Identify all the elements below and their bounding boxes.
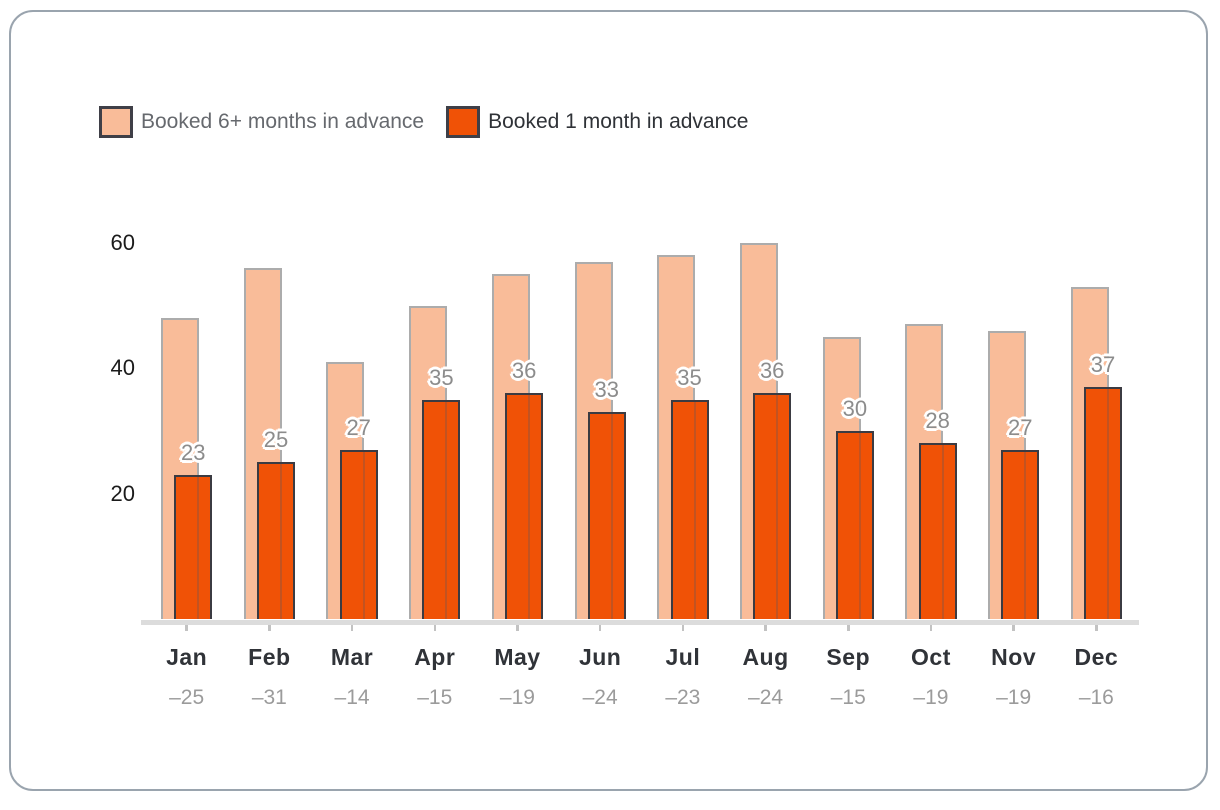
category-label-jul: Jul: [665, 644, 701, 670]
x-axis-tick: [847, 625, 850, 631]
category-sublabel-aug: –24: [748, 686, 784, 709]
category-label-sep: Sep: [826, 644, 871, 670]
category-label-oct: Oct: [911, 644, 951, 670]
bar-overlap-edge: [776, 395, 779, 619]
bar-overlap-edge: [1107, 389, 1109, 619]
category-label-apr: Apr: [414, 644, 456, 670]
category-label-nov: Nov: [991, 644, 1037, 670]
bar-booked-1month-mar: [339, 449, 378, 619]
bar-overlap-edge: [941, 445, 944, 619]
bar-booked-1month-sep: [835, 430, 874, 619]
y-axis-tick-label: 60: [110, 229, 135, 255]
bar-overlap-edge: [528, 395, 531, 619]
x-axis-tick: [598, 625, 602, 631]
x-axis-tick: [681, 625, 685, 631]
x-axis-tick: [185, 625, 188, 631]
bar-booked-1month-nov: [1001, 449, 1040, 619]
legend-swatch-6plus-icon: [99, 106, 133, 138]
chart-card: Booked 6+ months in advance Booked 1 mon…: [9, 10, 1208, 791]
bar-value-label: 28: [925, 408, 950, 434]
bar-value-label: 35: [677, 364, 702, 390]
bar-overlap-edge: [858, 432, 861, 619]
x-axis-tick: [433, 625, 436, 631]
category-label-mar: Mar: [330, 644, 374, 670]
bar-booked-1month-may: [505, 393, 544, 619]
bar-overlap-edge: [280, 464, 282, 619]
category-label-jun: Jun: [578, 644, 622, 670]
bar-booked-1month-jan: [174, 474, 213, 619]
category-sublabel-apr: –15: [417, 686, 453, 709]
legend-label-booked-1month: Booked 1 month in advance: [488, 110, 749, 133]
category-label-may: May: [494, 644, 541, 670]
category-label-dec: Dec: [1074, 644, 1119, 670]
x-axis-tick: [268, 625, 271, 631]
category-label-feb: Feb: [248, 644, 291, 670]
legend-label-booked-6plus: Booked 6+ months in advance: [141, 110, 425, 133]
x-axis-tick: [1095, 625, 1098, 631]
bar-overlap-edge: [197, 476, 200, 619]
x-axis-line: [141, 620, 1139, 625]
bar-value-label: 36: [759, 358, 785, 384]
category-sublabel-jul: –23: [665, 686, 701, 709]
bar-booked-1month-aug: [753, 393, 792, 619]
category-sublabel-feb: –31: [251, 686, 287, 709]
legend-swatch-1month-icon: [446, 106, 481, 138]
bar-booked-1month-jul: [670, 399, 709, 619]
bar-booked-1month-jun: [587, 412, 626, 619]
category-sublabel-may: –19: [499, 686, 535, 709]
category-sublabel-oct: –19: [913, 686, 949, 709]
legend-item-booked-1month[interactable]: Booked 1 month in advance: [446, 106, 748, 138]
category-label-jan: Jan: [166, 644, 208, 670]
category-sublabel-jun: –24: [582, 686, 618, 709]
category-sublabel-jan: –25: [169, 686, 205, 709]
y-axis-tick-label: 20: [110, 480, 135, 506]
x-axis-tick: [929, 625, 933, 631]
bar-value-label: 33: [594, 377, 620, 403]
category-sublabel-nov: –19: [996, 686, 1032, 709]
y-axis-tick-label: 40: [110, 355, 135, 381]
bar-booked-1month-apr: [422, 399, 461, 619]
bar-overlap-edge: [1024, 451, 1027, 619]
bar-overlap-edge: [362, 451, 365, 619]
legend-item-booked-6plus[interactable]: Booked 6+ months in advance: [99, 106, 424, 138]
bar-value-label: 25: [263, 427, 289, 453]
bar-booked-1month-dec: [1084, 387, 1122, 619]
x-axis-tick: [764, 625, 767, 631]
bar-value-label: 37: [1090, 352, 1116, 377]
category-sublabel-dec: –16: [1078, 686, 1114, 709]
bar-overlap-edge: [610, 414, 613, 619]
category-sublabel-sep: –15: [830, 686, 866, 709]
category-sublabel-mar: –14: [334, 686, 370, 709]
bar-value-label: 27: [1008, 414, 1033, 440]
x-axis-tick: [516, 625, 519, 631]
bar-overlap-edge: [693, 401, 696, 619]
bar-booked-1month-feb: [257, 462, 295, 619]
bar-booked-1month-oct: [918, 443, 957, 619]
bar-overlap-edge: [445, 401, 448, 619]
bar-value-label: 23: [181, 439, 206, 465]
x-axis-tick: [1012, 625, 1015, 631]
x-axis-tick: [350, 625, 354, 631]
chart-legend: Booked 6+ months in advance Booked 1 mon…: [99, 106, 748, 138]
bar-value-label: 27: [346, 414, 371, 440]
bar-value-label: 36: [511, 358, 537, 384]
bar-value-label: 35: [429, 364, 454, 390]
bar-chart-plot: 20 40 60 23 Jan –25 25 Feb –31 27 Mar –14 35 Apr –15 36…: [11, 12, 1206, 789]
bar-value-label: 30: [842, 395, 868, 421]
category-label-aug: Aug: [742, 644, 789, 670]
